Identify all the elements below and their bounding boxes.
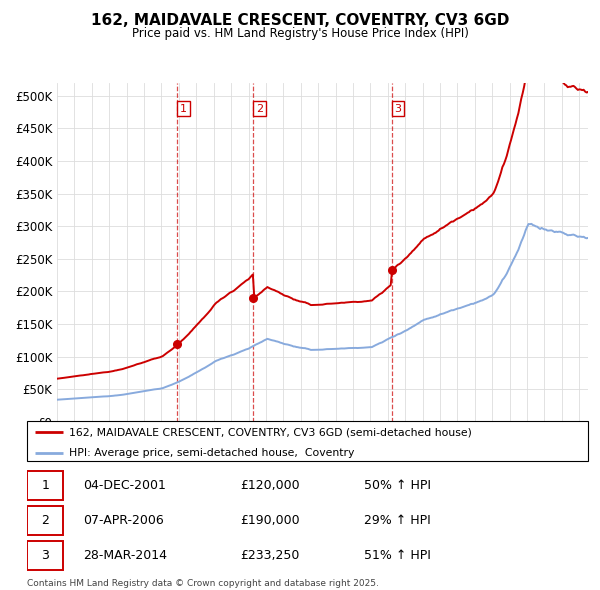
Text: 1: 1 bbox=[41, 479, 49, 492]
FancyBboxPatch shape bbox=[27, 471, 64, 500]
Text: £190,000: £190,000 bbox=[240, 514, 300, 527]
Text: Contains HM Land Registry data © Crown copyright and database right 2025.
This d: Contains HM Land Registry data © Crown c… bbox=[27, 579, 379, 590]
Text: 04-DEC-2001: 04-DEC-2001 bbox=[83, 479, 166, 492]
Text: 162, MAIDAVALE CRESCENT, COVENTRY, CV3 6GD (semi-detached house): 162, MAIDAVALE CRESCENT, COVENTRY, CV3 6… bbox=[69, 427, 472, 437]
Text: HPI: Average price, semi-detached house,  Coventry: HPI: Average price, semi-detached house,… bbox=[69, 448, 355, 458]
Text: 29% ↑ HPI: 29% ↑ HPI bbox=[364, 514, 430, 527]
FancyBboxPatch shape bbox=[27, 421, 588, 461]
Text: 50% ↑ HPI: 50% ↑ HPI bbox=[364, 479, 431, 492]
Text: 162, MAIDAVALE CRESCENT, COVENTRY, CV3 6GD: 162, MAIDAVALE CRESCENT, COVENTRY, CV3 6… bbox=[91, 13, 509, 28]
FancyBboxPatch shape bbox=[27, 506, 64, 535]
Text: 51% ↑ HPI: 51% ↑ HPI bbox=[364, 549, 430, 562]
Text: 2: 2 bbox=[41, 514, 49, 527]
Text: Price paid vs. HM Land Registry's House Price Index (HPI): Price paid vs. HM Land Registry's House … bbox=[131, 27, 469, 40]
Text: 1: 1 bbox=[180, 104, 187, 114]
Text: 3: 3 bbox=[41, 549, 49, 562]
FancyBboxPatch shape bbox=[27, 541, 64, 571]
Text: 2: 2 bbox=[256, 104, 263, 114]
Text: £120,000: £120,000 bbox=[240, 479, 300, 492]
Text: 07-APR-2006: 07-APR-2006 bbox=[83, 514, 164, 527]
Text: £233,250: £233,250 bbox=[240, 549, 299, 562]
Text: 3: 3 bbox=[394, 104, 401, 114]
Text: 28-MAR-2014: 28-MAR-2014 bbox=[83, 549, 167, 562]
